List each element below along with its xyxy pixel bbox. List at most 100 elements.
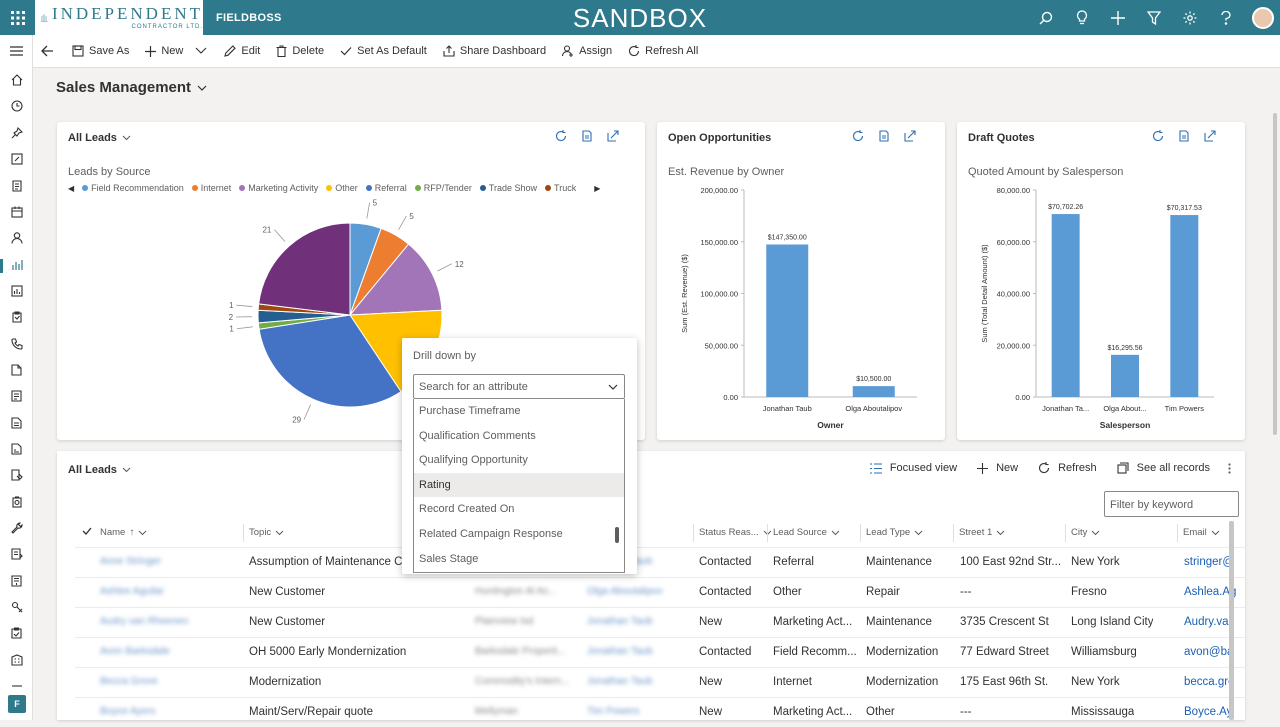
cell-name[interactable]: Boyce Ayers xyxy=(100,706,155,717)
nav-pinned[interactable] xyxy=(0,122,33,144)
drill-option[interactable]: Purchase Timeframe xyxy=(414,399,624,424)
cell-email[interactable]: Boyce.Ay xyxy=(1184,706,1232,718)
grid-refresh-button[interactable]: Refresh xyxy=(1028,462,1107,474)
column-divider[interactable] xyxy=(767,524,768,542)
bar[interactable] xyxy=(1170,215,1198,397)
column-header-lead-type[interactable]: Lead Type xyxy=(866,527,923,538)
cell-company[interactable]: Commodity's Intern... xyxy=(475,676,569,687)
settings-button[interactable] xyxy=(1172,0,1208,35)
legend-item[interactable]: RFP/Tender xyxy=(415,183,472,193)
cell-owner[interactable]: Olga Aboutalipov xyxy=(587,586,663,597)
refresh-all-button[interactable]: Refresh All xyxy=(620,35,706,68)
cell-email[interactable]: Audry.vac xyxy=(1184,616,1234,628)
cell-email[interactable]: becca.gro xyxy=(1184,676,1235,688)
nav-toggle-button[interactable] xyxy=(0,40,33,62)
pie-slice[interactable] xyxy=(259,223,350,315)
select-all-checkbox[interactable] xyxy=(82,527,92,535)
drill-down-search-input[interactable]: Search for an attribute xyxy=(413,374,625,399)
column-divider[interactable] xyxy=(860,524,861,542)
nav-quotes[interactable] xyxy=(0,306,33,328)
cell-company[interactable]: Barksdale Properti... xyxy=(475,646,566,657)
search-button[interactable] xyxy=(1028,0,1064,35)
column-divider[interactable] xyxy=(953,524,954,542)
legend-item[interactable]: Referral xyxy=(366,183,407,193)
nav-calendar[interactable] xyxy=(0,201,33,223)
nav-more[interactable] xyxy=(0,673,33,695)
nav-contracts[interactable] xyxy=(0,438,33,460)
nav-phone-calls[interactable] xyxy=(0,333,33,355)
legend-next-icon[interactable]: ▶ xyxy=(594,184,600,193)
nav-recent[interactable] xyxy=(0,95,33,117)
chevron-down-icon[interactable] xyxy=(194,47,208,55)
cell-name[interactable]: Becca Grove xyxy=(100,676,158,687)
column-divider[interactable] xyxy=(243,524,244,542)
pie-slice[interactable] xyxy=(258,310,350,323)
grid-more-button[interactable] xyxy=(1220,463,1245,474)
cell-owner[interactable]: Jonathan Taub xyxy=(587,646,652,657)
cell-company[interactable]: Huntington Al Ac... xyxy=(475,586,557,597)
column-divider[interactable] xyxy=(1177,524,1178,542)
page-title[interactable]: Sales Management xyxy=(56,79,207,96)
pie-slice[interactable] xyxy=(350,244,442,315)
assign-button[interactable]: Assign xyxy=(554,35,620,68)
drill-option[interactable]: Qualifying Opportunity xyxy=(414,448,624,473)
nav-home[interactable] xyxy=(0,69,33,91)
cell-company[interactable]: Plainview Isd xyxy=(475,616,533,627)
drill-down-scrollbar[interactable] xyxy=(615,527,619,543)
nav-dashboards[interactable] xyxy=(0,148,33,170)
focused-view-button[interactable]: Focused view xyxy=(860,462,967,474)
nav-orders[interactable] xyxy=(0,412,33,434)
column-header-name[interactable]: Name ↑ xyxy=(100,527,147,538)
nav-checklists[interactable] xyxy=(0,543,33,565)
nav-documents[interactable] xyxy=(0,359,33,381)
page-scrollbar[interactable] xyxy=(1273,113,1277,435)
help-button[interactable] xyxy=(1208,0,1244,35)
nav-leads[interactable] xyxy=(0,254,33,276)
column-header-city[interactable]: City xyxy=(1071,527,1100,538)
nav-reports[interactable] xyxy=(0,175,33,197)
column-divider[interactable] xyxy=(693,524,694,542)
nav-opportunities[interactable] xyxy=(0,280,33,302)
drill-option[interactable]: Qualification Comments xyxy=(414,424,624,449)
back-button[interactable] xyxy=(33,35,64,68)
drill-option[interactable]: Related Campaign Response xyxy=(414,522,624,547)
drill-option[interactable]: Sales Stage xyxy=(414,547,624,572)
cell-owner[interactable]: Jonathan Taub xyxy=(587,616,652,627)
pie-slice[interactable] xyxy=(350,223,381,315)
nav-parts[interactable] xyxy=(0,596,33,618)
pie-slice[interactable] xyxy=(259,315,401,407)
column-divider[interactable] xyxy=(1065,524,1066,542)
advanced-filter-button[interactable] xyxy=(1136,0,1172,35)
cell-email[interactable]: stringer@ xyxy=(1184,556,1234,568)
quotes-bar-chart[interactable]: 0.0020,000.0040,000.0060,000.0080,000.00… xyxy=(957,122,1245,440)
pie-slice[interactable] xyxy=(258,315,350,329)
legend-item[interactable]: Trade Show xyxy=(480,183,537,193)
drill-option[interactable]: Record Created On xyxy=(414,497,624,522)
cell-owner[interactable]: Jonathan Taub xyxy=(587,676,652,687)
company-logo[interactable]: INDEPENDENT CONTRACTOR LTD. xyxy=(35,0,203,35)
grid-new-button[interactable]: New xyxy=(967,462,1028,474)
drill-option-highlighted[interactable]: Rating xyxy=(414,473,624,498)
nav-tools[interactable] xyxy=(0,517,33,539)
legend-item[interactable]: Internet xyxy=(192,183,232,193)
app-name[interactable]: FIELDBOSS xyxy=(216,12,282,24)
grid-view-selector[interactable]: All Leads xyxy=(68,464,131,476)
cell-company[interactable]: Mellyman xyxy=(475,706,518,717)
area-switcher-button[interactable]: F xyxy=(8,695,26,713)
bar[interactable] xyxy=(1052,214,1080,397)
chevron-down-icon[interactable] xyxy=(608,384,618,390)
nav-tasks[interactable] xyxy=(0,622,33,644)
refresh-icon[interactable] xyxy=(555,130,567,142)
column-header-email[interactable]: Email xyxy=(1183,527,1220,538)
bar[interactable] xyxy=(1111,355,1139,397)
expand-icon[interactable] xyxy=(607,130,619,142)
leads-view-selector[interactable]: All Leads xyxy=(68,132,131,144)
cell-name[interactable]: Ashlee Aguilar xyxy=(100,586,164,597)
set-as-default-button[interactable]: Set As Default xyxy=(332,35,435,68)
grid-scrollbar[interactable] xyxy=(1229,521,1234,720)
view-records-icon[interactable] xyxy=(581,130,593,142)
